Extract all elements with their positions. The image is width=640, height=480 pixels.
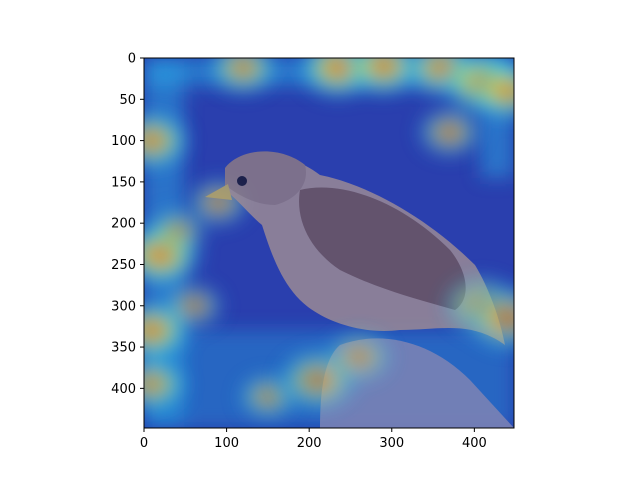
x-tick-label: 300	[379, 436, 404, 451]
y-tick-label: 250	[111, 258, 136, 273]
y-tick-label: 100	[111, 134, 136, 149]
hotspot-foreground	[274, 273, 514, 414]
heatmap-hotspot	[415, 106, 484, 159]
y-tick-label: 400	[111, 382, 136, 397]
heatmap-hotspot	[322, 328, 396, 385]
bird-head	[225, 151, 306, 205]
y-tick-label: 0	[128, 52, 136, 67]
y-tick-label: 350	[111, 341, 136, 356]
bird-wing	[299, 187, 466, 310]
x-tick-label: 100	[214, 436, 239, 451]
heatmap-hotspot	[162, 281, 225, 330]
x-tick-label: 400	[462, 436, 487, 451]
x-tick-label: 200	[297, 436, 322, 451]
plot-area	[144, 58, 514, 428]
heatmap-hotspot	[206, 58, 280, 96]
heatmap-hotspot	[144, 356, 189, 413]
y-tick-label: 200	[111, 217, 136, 232]
x-tick-label: 0	[140, 436, 148, 451]
x-axis: 0 100 200 300 400	[140, 428, 487, 451]
sparrow-image	[205, 151, 514, 428]
y-tick-label: 300	[111, 299, 136, 314]
y-tick-label: 50	[119, 93, 136, 108]
y-tick-label: 150	[111, 175, 136, 190]
hotspot-layer	[144, 58, 514, 421]
heatmap-hotspot	[144, 110, 192, 171]
y-axis: 0 50 100 150 200 250 300 350 400	[111, 52, 144, 397]
heatmap-hotspot	[468, 61, 514, 122]
bird-eye	[237, 176, 247, 186]
bird-beak	[205, 184, 232, 200]
heatmap-hotspot	[145, 207, 209, 256]
plot-frame	[143, 57, 515, 429]
heatmap-hotspot	[463, 284, 514, 353]
